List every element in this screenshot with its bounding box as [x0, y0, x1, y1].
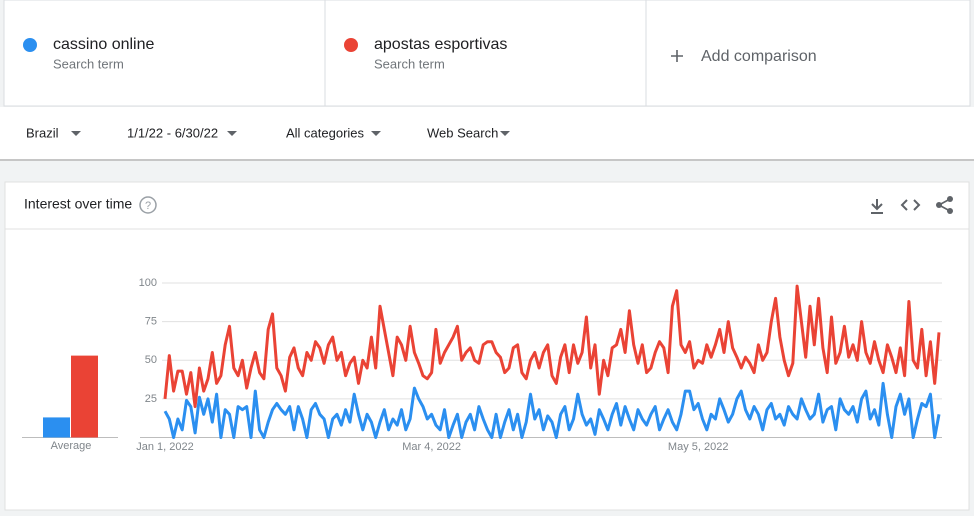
dropdown-arrow[interactable]	[227, 131, 237, 136]
y-tick-label: 50	[145, 354, 157, 366]
embed-icon[interactable]	[900, 199, 921, 211]
dropdown-arrow[interactable]	[71, 131, 81, 136]
filter[interactable]: 1/1/22 - 6/30/22	[127, 125, 218, 140]
help-icon[interactable]	[139, 196, 157, 214]
y-tick-label: 75	[145, 316, 157, 328]
term-subtitle: Search term	[374, 56, 445, 71]
filter-bar	[0, 107, 974, 160]
series-line	[163, 381, 941, 439]
filter[interactable]: Brazil	[26, 125, 59, 140]
average-label: Average	[51, 440, 92, 452]
series-line	[163, 284, 941, 409]
term-name[interactable]: apostas esportivas	[374, 36, 507, 53]
term-subtitle: Search term	[53, 56, 124, 71]
average-bar	[71, 355, 98, 438]
filter[interactable]: Web Search	[427, 125, 498, 140]
dropdown-arrow[interactable]	[371, 131, 381, 136]
term-dot	[344, 38, 358, 52]
add-comparison[interactable]: Add comparison	[701, 48, 817, 65]
terms-bar	[3, 0, 971, 107]
chart-card	[4, 181, 970, 511]
term-name[interactable]: cassino online	[53, 36, 155, 53]
download-icon[interactable]	[871, 199, 883, 214]
y-tick-label: 100	[139, 277, 157, 289]
y-tick-label: 25	[145, 393, 157, 405]
term-dot	[23, 38, 37, 52]
x-tick-label: Jan 1, 2022	[136, 441, 194, 453]
x-tick-label: Mar 4, 2022	[402, 441, 461, 453]
dropdown-arrow[interactable]	[500, 131, 510, 136]
filter[interactable]: All categories	[286, 125, 365, 140]
help-icon-glyph[interactable]: ?	[145, 200, 151, 212]
chart-title: Interest over time	[24, 196, 132, 212]
x-tick-label: May 5, 2022	[668, 441, 729, 453]
share-icon[interactable]	[936, 196, 953, 214]
plus-icon[interactable]	[671, 50, 683, 62]
average-bar	[43, 417, 70, 438]
